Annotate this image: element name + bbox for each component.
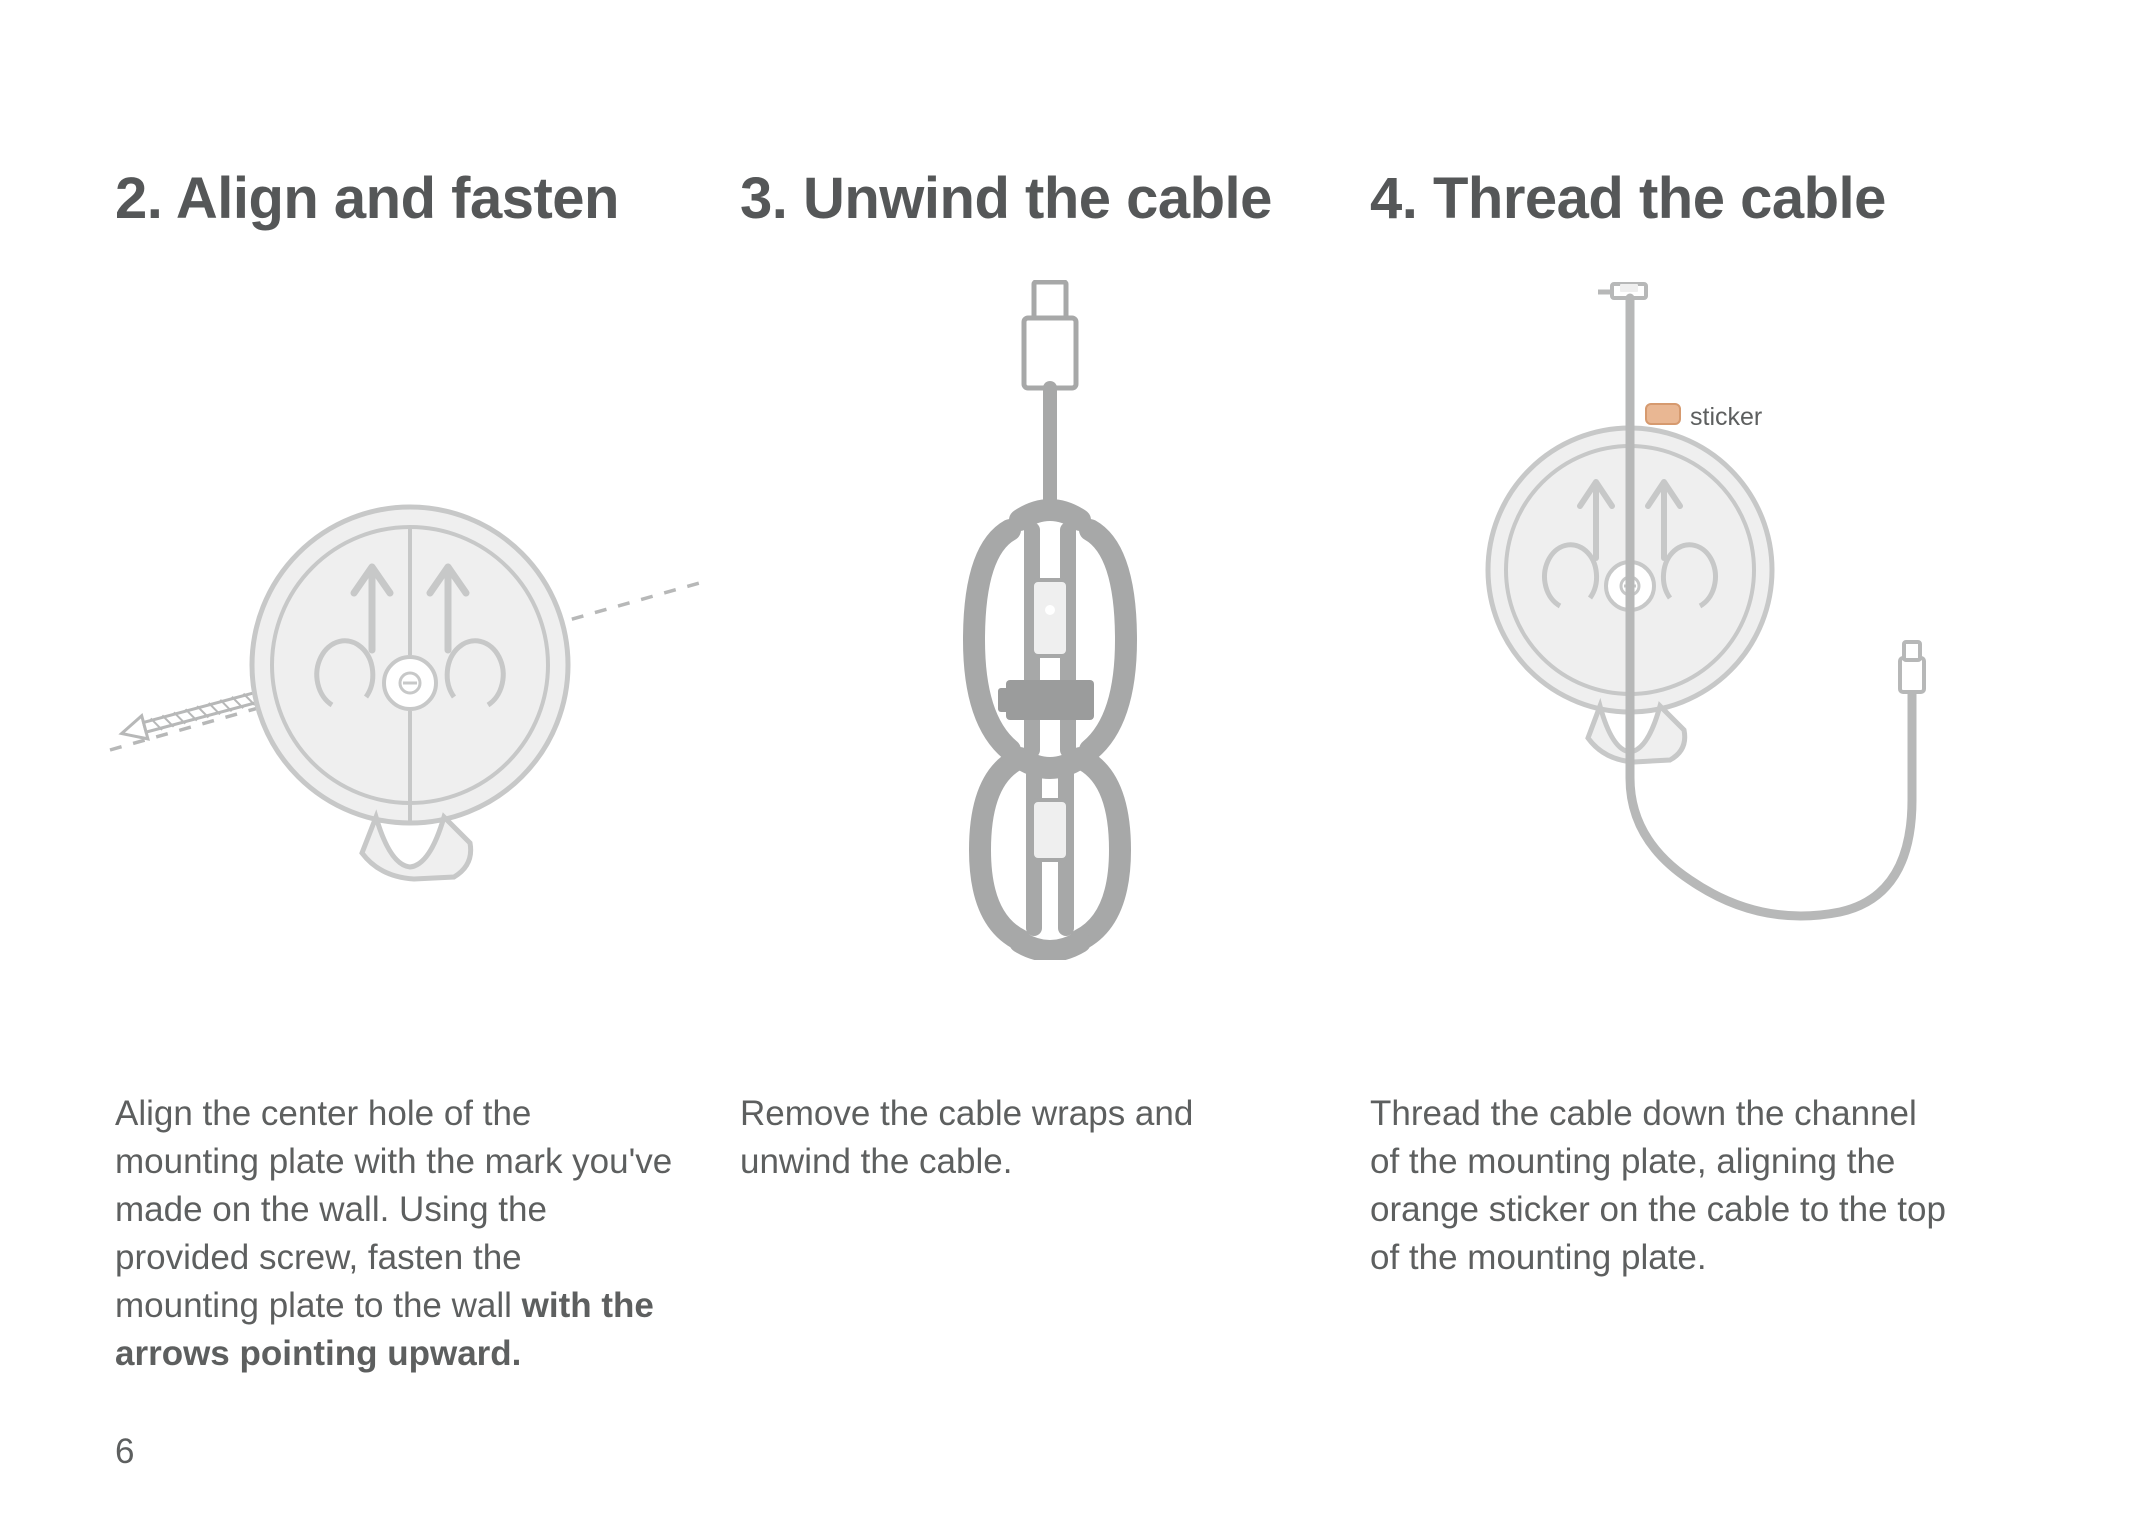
step-3-heading: 3. Unwind the cable (740, 165, 1272, 232)
manual-page: 2. Align and fasten 3. Unwind the cable … (0, 0, 2149, 1535)
step-2-body: Align the center hole of the mounting pl… (115, 1090, 675, 1378)
mounting-plate-with-screw-icon (100, 440, 720, 960)
step-2-illustration (100, 440, 720, 960)
step-3-illustration (920, 280, 1180, 960)
step-4-heading: 4. Thread the cable (1370, 165, 1886, 232)
step-2-heading: 2. Align and fasten (115, 165, 619, 232)
sticker-callout-label: sticker (1690, 403, 1762, 432)
step-4-illustration (1460, 280, 2000, 1000)
cable-bundle-icon (920, 280, 1180, 960)
page-number: 6 (115, 1432, 134, 1472)
step-3-body: Remove the cable wraps and unwind the ca… (740, 1090, 1260, 1186)
step-4-body: Thread the cable down the channel of the… (1370, 1090, 1950, 1282)
threaded-cable-icon (1460, 280, 2000, 1000)
